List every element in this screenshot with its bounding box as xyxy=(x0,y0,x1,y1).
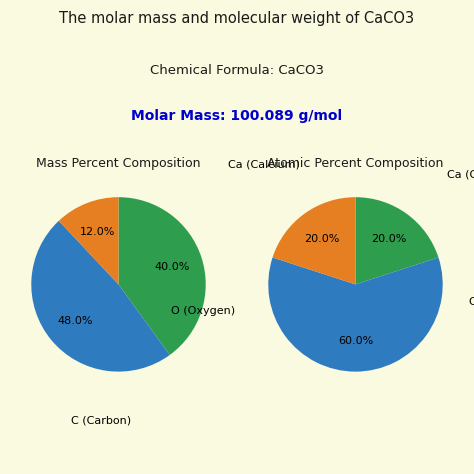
Text: 40.0%: 40.0% xyxy=(155,262,190,272)
Text: 20.0%: 20.0% xyxy=(304,234,340,244)
Text: O (Oxygen): O (Oxygen) xyxy=(172,306,236,316)
Wedge shape xyxy=(273,197,356,284)
Text: Chemical Formula: CaCO3: Chemical Formula: CaCO3 xyxy=(150,64,324,77)
Wedge shape xyxy=(118,197,206,355)
Text: C (Carbon): C (Carbon) xyxy=(469,297,474,307)
Text: 48.0%: 48.0% xyxy=(57,316,92,326)
Title: Atomic Percent Composition: Atomic Percent Composition xyxy=(267,157,444,170)
Title: Mass Percent Composition: Mass Percent Composition xyxy=(36,157,201,170)
Text: C (Carbon): C (Carbon) xyxy=(71,415,131,425)
Text: 60.0%: 60.0% xyxy=(338,336,373,346)
Text: Ca (Calcium): Ca (Calcium) xyxy=(228,159,300,170)
Wedge shape xyxy=(31,221,170,372)
Text: 12.0%: 12.0% xyxy=(80,227,115,237)
Text: The molar mass and molecular weight of CaCO3: The molar mass and molecular weight of C… xyxy=(59,10,415,26)
Wedge shape xyxy=(268,257,443,372)
Text: Molar Mass: 100.089 g/mol: Molar Mass: 100.089 g/mol xyxy=(131,109,343,123)
Text: Ca (Calcium): Ca (Calcium) xyxy=(447,170,474,180)
Wedge shape xyxy=(59,197,118,284)
Wedge shape xyxy=(356,197,438,284)
Text: 20.0%: 20.0% xyxy=(371,234,407,244)
